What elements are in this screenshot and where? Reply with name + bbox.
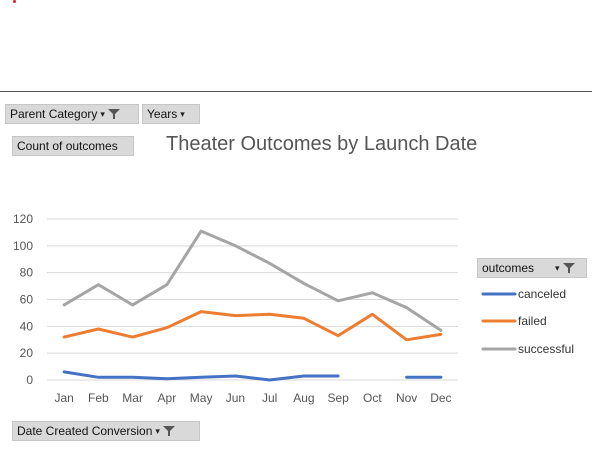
- divider-line: [0, 91, 592, 92]
- x-tick-label: Apr: [158, 391, 177, 405]
- legend-label-canceled: canceled: [518, 287, 566, 301]
- x-tick-label: Nov: [396, 391, 417, 405]
- y-tick-label: 100: [13, 239, 33, 253]
- axis-field-label: Date Created Conversion: [17, 424, 153, 438]
- x-tick-label: Aug: [293, 391, 314, 405]
- axis-field-button[interactable]: Date Created Conversion ▾: [12, 421, 200, 441]
- x-tick-label: Jun: [226, 391, 245, 405]
- y-tick-label: 60: [20, 293, 34, 307]
- chevron-down-icon: ▾: [180, 109, 185, 119]
- filter-icon: [162, 425, 175, 437]
- chevron-down-icon: ▾: [555, 263, 560, 273]
- x-tick-label: May: [190, 391, 213, 405]
- value-field-button[interactable]: Count of outcomes: [12, 136, 134, 156]
- years-filter-button[interactable]: Years ▾: [142, 104, 200, 124]
- x-tick-label: Jan: [54, 391, 73, 405]
- legend-label-failed: failed: [518, 314, 547, 328]
- series-line-canceled: [62, 370, 340, 382]
- y-tick-label: 40: [20, 319, 34, 333]
- series-line-successful: [62, 229, 443, 332]
- x-tick-label: Oct: [363, 391, 382, 405]
- filter-icon: [562, 262, 575, 274]
- y-tick-label: 80: [20, 266, 34, 280]
- red-marker-dot: [13, 0, 16, 3]
- chevron-down-icon: ▾: [155, 426, 160, 436]
- legend-field-label: outcomes: [482, 261, 535, 275]
- y-tick-label: 20: [20, 346, 34, 360]
- parent-category-filter-button[interactable]: Parent Category ▾: [5, 104, 139, 124]
- x-tick-label: Sep: [327, 391, 349, 405]
- x-tick-label: Mar: [122, 391, 143, 405]
- y-tick-label: 120: [13, 212, 33, 226]
- x-tick-label: Feb: [88, 391, 109, 405]
- legend-field-button[interactable]: outcomes ▾: [477, 258, 587, 278]
- y-tick-label: 0: [26, 373, 33, 387]
- legend-label-successful: successful: [518, 342, 574, 356]
- parent-category-label: Parent Category: [10, 107, 98, 121]
- x-tick-label: Dec: [430, 391, 451, 405]
- series-line-failed: [62, 310, 443, 342]
- filter-icon: [107, 108, 120, 120]
- chart-title: Theater Outcomes by Launch Date: [166, 133, 478, 155]
- chevron-down-icon: ▾: [100, 109, 105, 119]
- x-tick-label: Jul: [262, 391, 277, 405]
- value-field-label: Count of outcomes: [17, 139, 118, 153]
- years-label: Years: [147, 107, 178, 121]
